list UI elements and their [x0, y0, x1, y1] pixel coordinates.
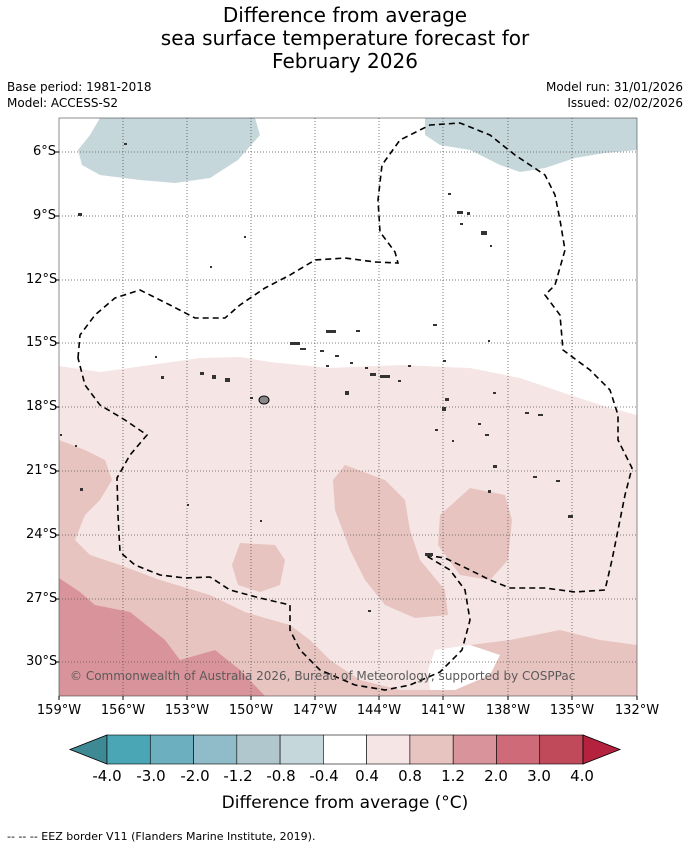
model-run: Model run: 31/01/2026	[545, 80, 683, 94]
cbar-label-0: -4.0	[92, 767, 122, 785]
cool-anomaly-northeast	[425, 118, 637, 172]
lon-label-147w: 147°W	[292, 703, 338, 718]
cbar-label-1: -3.0	[136, 767, 166, 785]
lon-label-138w: 138°W	[485, 703, 531, 718]
colorbar-swatch-7	[409, 734, 454, 765]
lon-label-153w: 153°W	[164, 703, 210, 718]
cbar-label-4: -0.8	[266, 767, 296, 785]
lon-label-132w: 132°W	[614, 703, 660, 718]
colorbar-swatch-1	[149, 734, 194, 765]
colorbar-swatch-10	[539, 734, 584, 765]
lat-label-12s: 12°S	[26, 272, 58, 287]
chart-title: Difference from average sea surface temp…	[0, 4, 690, 73]
colorbar-swatch-5	[323, 734, 367, 765]
cbar-label-10: 3.0	[527, 767, 551, 785]
title-line-2: sea surface temperature forecast for	[160, 26, 530, 50]
model-name: Model: ACCESS-S2	[7, 96, 119, 110]
cbar-label-5: -0.4	[309, 767, 339, 785]
cbar-label-2: -2.0	[180, 767, 210, 785]
map-gridlines	[59, 118, 637, 696]
colorbar-extend-low	[68, 734, 108, 765]
lat-label-9s: 9°S	[32, 208, 56, 223]
cbar-label-3: -1.2	[223, 767, 253, 785]
lon-label-135w: 135°W	[549, 703, 595, 718]
colorbar-title: Difference from average (°C)	[221, 793, 469, 813]
cbar-label-11: 4.0	[570, 767, 594, 785]
colorbar-extend-high	[582, 734, 622, 765]
warm-anomaly-west	[59, 440, 637, 696]
lon-label-150w: 150°W	[228, 703, 274, 718]
lon-label-141w: 141°W	[420, 703, 466, 718]
meta-left: Base period: 1981-2018 Model: ACCESS-S2	[7, 79, 152, 111]
warm-anomaly-small	[232, 543, 285, 592]
warm-anomaly-central	[333, 465, 448, 618]
warm-anomaly-east	[438, 488, 512, 580]
lat-label-6s: 6°S	[32, 144, 56, 159]
title-line-1: Difference from average	[222, 3, 468, 27]
cbar-label-6: 0.4	[355, 767, 379, 785]
cbar-label-8: 1.2	[441, 767, 465, 785]
neutral-patch-south	[428, 645, 500, 690]
colorbar-swatch-0	[106, 734, 151, 765]
meta-right: Model run: 31/01/2026 Issued: 02/02/2026	[546, 79, 683, 111]
map-plot-area	[59, 118, 637, 696]
cbar-label-9: 2.0	[484, 767, 508, 785]
eez-legend-note: -- -- -- EEZ border V11 (Flanders Marine…	[7, 830, 316, 843]
lat-label-15s: 15°S	[26, 335, 58, 350]
lon-label-156w: 156°W	[100, 703, 146, 718]
warm-anomaly-southwest	[59, 578, 265, 696]
eez-border	[77, 122, 633, 691]
copyright-notice: © Commonwealth of Australia 2026, Bureau…	[70, 669, 576, 683]
colorbar-swatch-4	[279, 734, 324, 765]
colorbar	[68, 734, 622, 765]
issued-date: Issued: 02/02/2026	[567, 96, 683, 110]
colorbar-swatch-2	[193, 734, 238, 765]
colorbar-swatch-8	[452, 734, 497, 765]
lon-label-144w: 144°W	[356, 703, 402, 718]
base-period: Base period: 1981-2018	[7, 80, 152, 94]
colorbar-swatch-6	[366, 734, 411, 765]
axis-ticks	[55, 151, 638, 700]
islands	[60, 143, 573, 612]
colorbar-swatch-3	[236, 734, 281, 765]
lat-label-27s: 27°S	[26, 591, 58, 606]
cbar-label-7: 0.8	[398, 767, 422, 785]
colorbar-swatch-9	[496, 734, 541, 765]
cool-anomaly-north	[78, 118, 260, 183]
lon-label-159w: 159°W	[36, 703, 82, 718]
lat-label-24s: 24°S	[26, 527, 58, 542]
lat-label-21s: 21°S	[26, 463, 58, 478]
title-line-3: February 2026	[272, 49, 418, 73]
lat-label-30s: 30°S	[26, 654, 58, 669]
lat-label-18s: 18°S	[26, 399, 58, 414]
